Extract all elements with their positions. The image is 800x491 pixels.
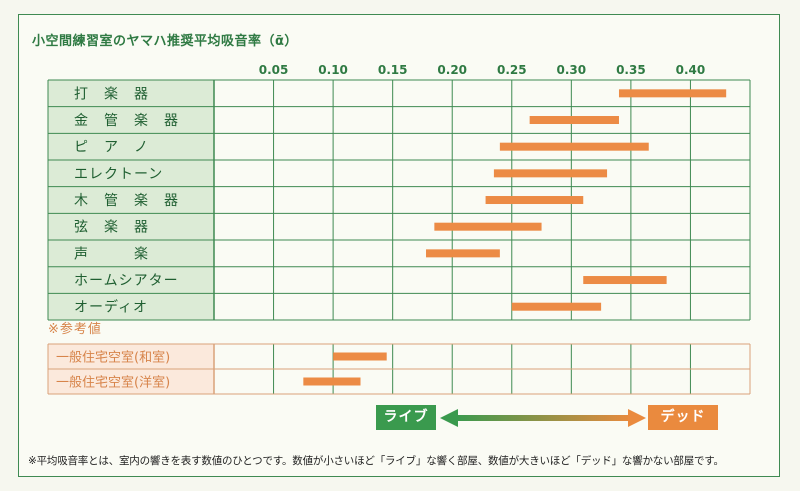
range-bar <box>618 89 727 98</box>
row-label: 金 管 楽 器 <box>74 113 179 129</box>
range-bar <box>434 222 542 231</box>
range-bar <box>583 276 667 285</box>
row-label: オーディオ <box>74 299 148 316</box>
range-bar <box>426 249 500 258</box>
x-tick-label: 0.10 <box>318 63 348 77</box>
scale-arrow-shaft <box>456 415 632 421</box>
row-label: ピ ア ノ <box>74 140 149 156</box>
range-bar <box>511 302 602 311</box>
reference-row-label: 一般住宅空室(洋室) <box>56 375 170 391</box>
range-bar <box>499 142 649 151</box>
row-label: ホームシアター <box>74 273 179 289</box>
reference-range-bar <box>303 377 361 386</box>
x-tick-label: 0.05 <box>259 63 289 77</box>
row-label: 木 管 楽 器 <box>74 193 179 209</box>
range-bar <box>493 169 608 178</box>
scale-arrow-right-head <box>628 409 646 427</box>
scale-arrow-left-head <box>440 409 458 427</box>
range-bar <box>529 116 619 125</box>
label-column-bg <box>48 80 214 321</box>
x-tick-label: 0.35 <box>616 63 646 77</box>
row-label: エレクトーン <box>74 166 163 182</box>
x-tick-label: 0.15 <box>378 63 408 77</box>
chart-title: 小空間練習室のヤマハ推奨平均吸音率（ᾱ） <box>32 34 298 49</box>
reference-heading: ※参考値 <box>48 322 102 337</box>
live-label: ライブ <box>376 405 436 430</box>
row-label: 弦 楽 器 <box>74 220 149 236</box>
x-tick-label: 0.30 <box>557 63 587 77</box>
row-label: 声 楽 <box>74 246 149 262</box>
x-tick-label: 0.25 <box>497 63 527 77</box>
footnote: ※平均吸音率とは、室内の響きを表す数値のひとつです。数値が小さいほど「ライブ」な… <box>28 455 724 467</box>
reference-row-label: 一般住宅空室(和室) <box>56 350 170 366</box>
dead-label: デッド <box>648 405 718 430</box>
range-bar <box>485 196 584 205</box>
x-tick-label: 0.40 <box>676 63 706 77</box>
row-label: 打 楽 器 <box>74 85 149 102</box>
x-tick-label: 0.20 <box>437 63 467 77</box>
reference-range-bar <box>333 352 387 361</box>
